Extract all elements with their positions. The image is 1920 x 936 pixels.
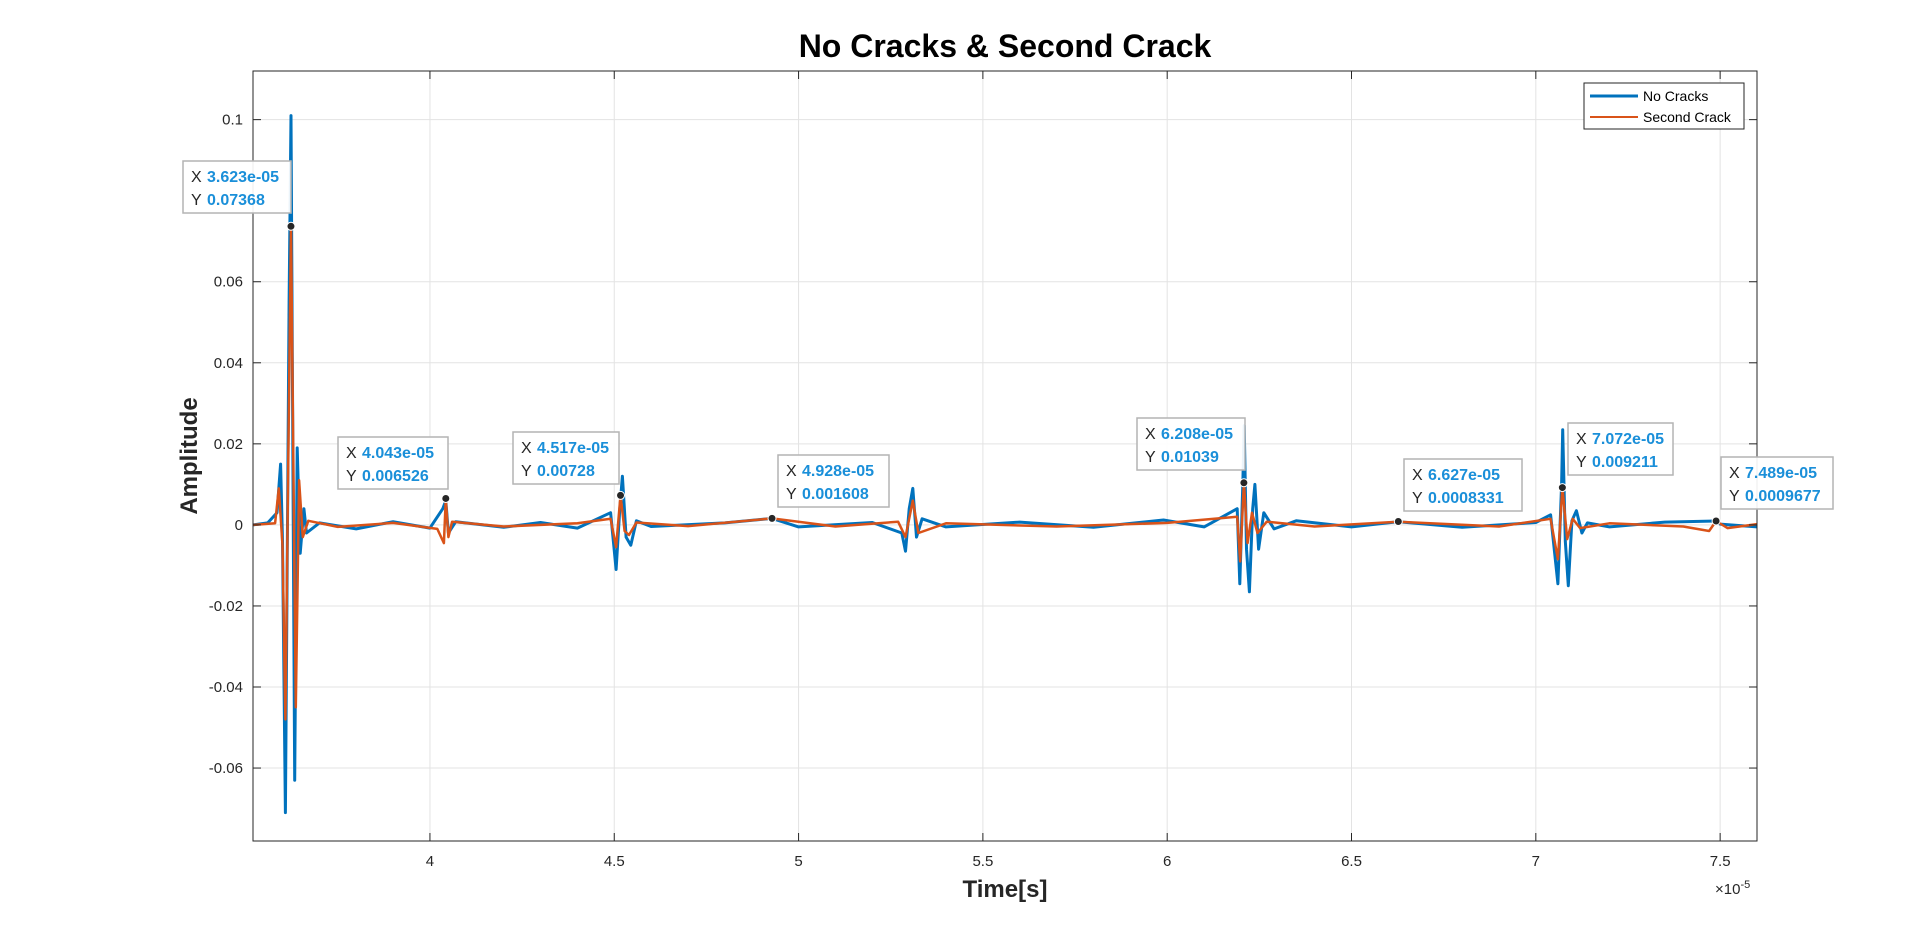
legend-label-no-cracks: No Cracks: [1643, 88, 1708, 104]
datatip-x-key: X: [346, 445, 357, 462]
y-tick-label: 0.06: [214, 274, 243, 291]
datatip-y-value: 0.006526: [362, 468, 429, 485]
datatip-y-key: Y: [1729, 488, 1740, 505]
datatip-y-value: 0.001608: [802, 486, 869, 503]
datatip-x-key: X: [1729, 465, 1740, 482]
datatip: X 4.517e-05 Y 0.00728: [512, 431, 626, 500]
datatip-box: [777, 454, 890, 508]
datatip-x-key: X: [1576, 431, 1587, 448]
datatip-y-key: Y: [521, 463, 532, 480]
x-axis-label: Time[s]: [963, 876, 1048, 903]
datatip-y-key: Y: [1412, 490, 1423, 507]
datatip-box: [1136, 417, 1246, 471]
datatip-marker: [1557, 483, 1567, 493]
x-exponent-power: -5: [1740, 879, 1750, 891]
datatip-x-key: X: [1412, 467, 1423, 484]
datatip-marker: [1239, 478, 1249, 488]
x-tick-label: 7.5: [1710, 853, 1731, 870]
datatip-y-value: 0.009211: [1592, 454, 1658, 471]
legend[interactable]: No Cracks Second Crack: [1583, 82, 1745, 130]
x-exponent-base: ×10: [1715, 881, 1740, 898]
x-tick-label: 4.5: [604, 853, 625, 870]
datatip-x-value: 6.627e-05: [1428, 467, 1500, 484]
datatip-box: [337, 436, 449, 490]
datatip: X 7.489e-05 Y 0.0009677: [1711, 456, 1834, 526]
y-tick-label: -0.04: [209, 679, 243, 696]
datatip-y-value: 0.07368: [207, 192, 265, 209]
datatip-x-value: 6.208e-05: [1161, 426, 1233, 443]
datatip: X 6.627e-05 Y 0.0008331: [1393, 458, 1523, 527]
plot-area-border: [252, 70, 1758, 842]
datatip: X 4.928e-05 Y 0.001608: [767, 454, 890, 523]
grid: [253, 71, 1757, 841]
datatip-y-key: Y: [786, 486, 797, 503]
y-tick-label: -0.02: [209, 598, 243, 615]
chart-title: No Cracks & Second Crack: [799, 28, 1212, 64]
datatip-marker: [286, 221, 296, 231]
series-group: [252, 114, 1758, 815]
datatip-box: [1567, 422, 1674, 476]
datatip-x-value: 4.517e-05: [537, 440, 609, 457]
legend-box: [1583, 82, 1745, 130]
datatip-marker: [1393, 517, 1403, 527]
y-tick-label: 0.1: [222, 112, 243, 129]
datatip-marker: [1711, 516, 1721, 526]
x-tick-label: 5.5: [972, 853, 993, 870]
datatip-y-key: Y: [191, 192, 202, 209]
datatip-x-value: 4.928e-05: [802, 463, 874, 480]
datatip-y-value: 0.01039: [1161, 449, 1219, 466]
plot-area-background: [253, 71, 1757, 841]
datatip: X 3.623e-05 Y 0.07368: [182, 160, 296, 231]
datatip-y-value: 0.0008331: [1428, 490, 1504, 507]
datatip-box: [1720, 456, 1834, 510]
datatip-marker: [441, 493, 451, 503]
datatip-y-key: Y: [346, 468, 357, 485]
y-tick-label: -0.06: [209, 760, 243, 777]
x-tick-label: 5: [794, 853, 802, 870]
y-tick-label: 0.02: [214, 436, 243, 453]
datatip-x-value: 3.623e-05: [207, 169, 279, 186]
x-axis-exponent: ×10-5: [1715, 879, 1750, 898]
datatip-y-value: 0.0009677: [1745, 488, 1821, 505]
datatip-x-value: 7.072e-05: [1592, 431, 1664, 448]
y-axis-label: Amplitude: [176, 397, 203, 514]
datatip-marker: [767, 513, 777, 523]
datatip-x-key: X: [191, 169, 202, 186]
datatip: X 4.043e-05 Y 0.006526: [337, 436, 451, 503]
x-tick-label: 7: [1532, 853, 1540, 870]
x-tick-label: 4: [426, 853, 434, 870]
x-tick-label: 6.5: [1341, 853, 1362, 870]
ticks: 4 4.5 5 5.5 6 6.5 7 7.5 -0.06 -0.04 -0.02 0 0.02 0.04…: [209, 71, 1757, 870]
legend-label-second-crack: Second Crack: [1643, 109, 1732, 125]
datatip-y-key: Y: [1145, 449, 1156, 466]
datatip-x-key: X: [521, 440, 532, 457]
datatip-y-key: Y: [1576, 454, 1587, 471]
series-line-second-crack: [252, 224, 1758, 721]
datatip-x-key: X: [786, 463, 797, 480]
datatip-y-value: 0.00728: [537, 463, 595, 480]
datatip-box: [1403, 458, 1523, 512]
datatip: X 7.072e-05 Y 0.009211: [1557, 422, 1674, 493]
datatips: X 3.623e-05 Y 0.07368 X 4.043e-05 Y 0.006526 X 4.…: [182, 160, 1834, 527]
series-line-no-cracks: [252, 114, 1758, 815]
y-tick-label: 0: [235, 517, 243, 534]
datatip: X 6.208e-05 Y 0.01039: [1136, 417, 1249, 488]
datatip-x-value: 4.043e-05: [362, 445, 434, 462]
y-tick-label: 0.04: [214, 355, 243, 372]
datatip-marker: [616, 490, 626, 500]
datatip-box: [182, 160, 292, 214]
datatip-x-key: X: [1145, 426, 1156, 443]
datatip-box: [512, 431, 620, 485]
x-tick-label: 6: [1163, 853, 1171, 870]
datatip-x-value: 7.489e-05: [1745, 465, 1817, 482]
